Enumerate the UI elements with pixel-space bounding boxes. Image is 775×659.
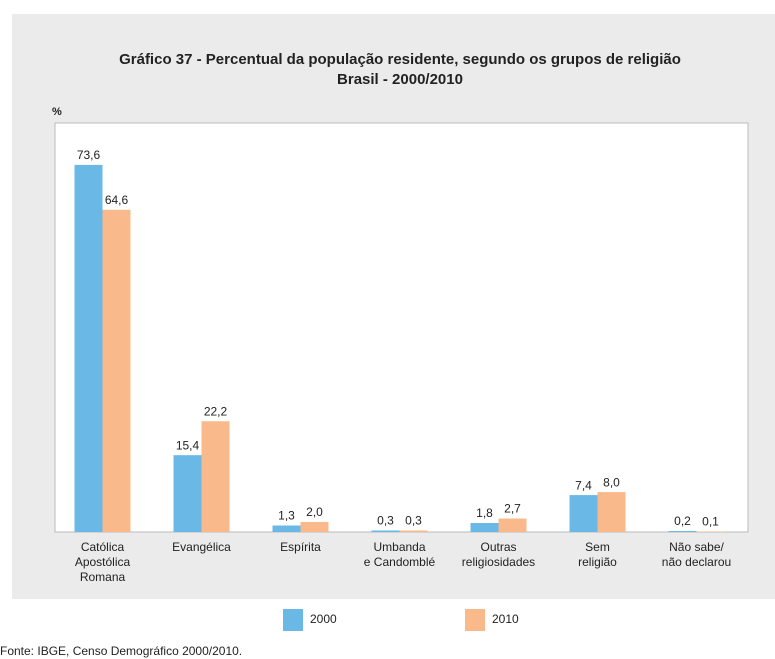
chart-subtitle: Brasil - 2000/2010: [337, 71, 463, 88]
source: Fonte: IBGE, Censo Demográfico 2000/2010…: [0, 644, 242, 658]
value-label: 15,4: [176, 438, 200, 452]
bar: [74, 164, 103, 532]
bar: [597, 492, 626, 532]
value-label: 8,0: [603, 475, 620, 489]
bar: [470, 523, 499, 532]
bar: [173, 455, 202, 532]
chart-title: Gráfico 37 - Percentual da população res…: [119, 51, 681, 68]
legend-swatch: [465, 609, 485, 631]
value-label: 0,2: [674, 514, 691, 528]
value-label: 22,2: [204, 404, 228, 418]
bar: [399, 530, 428, 532]
legend-swatch: [283, 609, 303, 631]
x-tick-label: Evangélica: [172, 540, 231, 554]
value-label: 7,4: [575, 478, 592, 492]
bar: [668, 531, 697, 532]
bar: [569, 495, 598, 532]
x-tick-label: Espírita: [280, 540, 321, 554]
value-label: 1,8: [476, 506, 493, 520]
value-label: 64,6: [105, 193, 129, 207]
value-label: 0,3: [405, 514, 422, 528]
bar: [102, 209, 131, 532]
bar: [272, 525, 301, 532]
y-axis-label: %: [52, 106, 62, 118]
value-label: 73,6: [77, 148, 101, 162]
value-label: 2,7: [504, 502, 521, 516]
bar: [300, 522, 329, 532]
x-tick-label: Não sabe/não declarou: [662, 540, 731, 569]
plot-area: [54, 122, 749, 533]
x-tick-label: Sem religião: [578, 540, 617, 569]
value-label: 1,3: [278, 509, 295, 523]
legend-label: 2010: [492, 612, 519, 626]
bar: [371, 530, 400, 532]
value-label: 2,0: [306, 505, 323, 519]
value-label: 0,3: [377, 514, 394, 528]
x-tick-label: Outras religiosidades: [462, 540, 535, 569]
x-tick-label: Católica Apostólica Romana: [75, 540, 131, 584]
x-tick-label: Umbanda e Candomblé: [364, 540, 436, 569]
bar: [498, 518, 527, 532]
bar: [201, 421, 230, 532]
value-label: 0,1: [702, 515, 719, 529]
legend-label: 2000: [310, 612, 337, 626]
